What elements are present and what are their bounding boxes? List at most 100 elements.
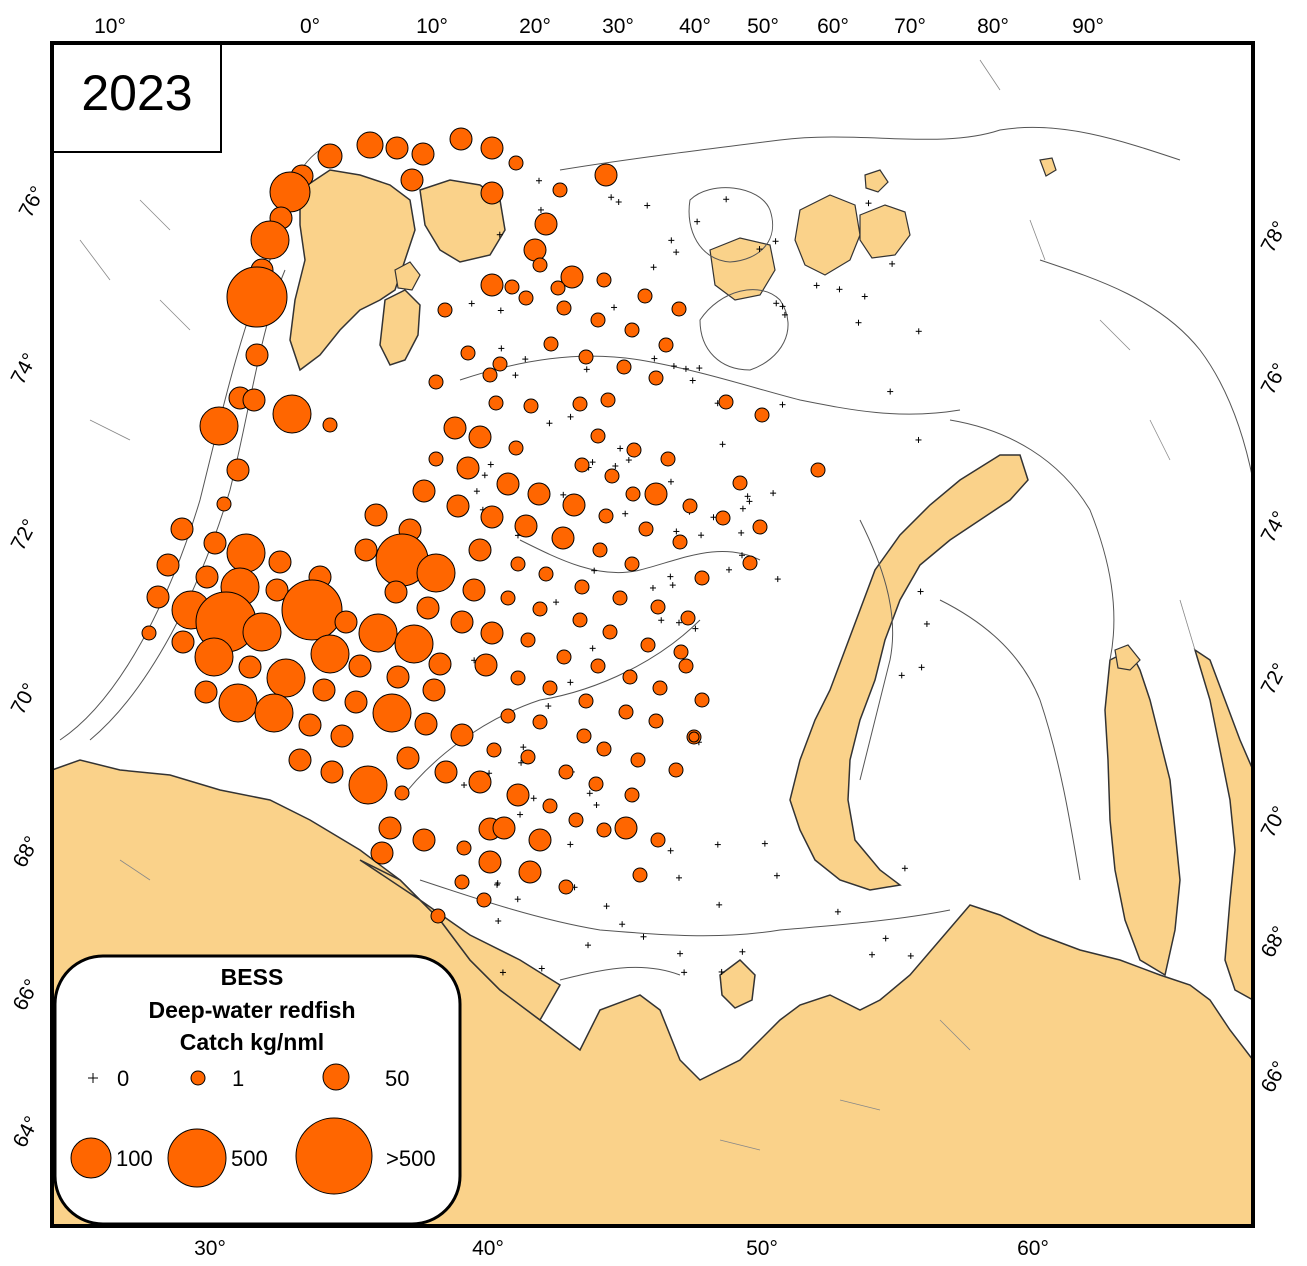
catch-station-marker	[412, 828, 436, 852]
land-franz-josef-5	[1039, 157, 1057, 177]
catch-station-marker	[242, 612, 282, 652]
catch-station-marker	[449, 127, 473, 151]
left-lat-label: 72°	[7, 516, 42, 555]
land-franz-josef-3	[859, 204, 911, 259]
catch-station-marker	[269, 171, 311, 213]
land-franz-josef-4	[864, 169, 889, 193]
catch-station-marker	[330, 724, 354, 748]
catch-station-marker	[468, 770, 492, 794]
catch-station-marker	[480, 136, 504, 160]
catch-station-marker	[596, 741, 612, 757]
catch-station-marker	[568, 812, 584, 828]
catch-stations	[141, 127, 826, 924]
legend-class-label: 100	[116, 1146, 153, 1171]
catch-station-marker	[552, 182, 568, 198]
land-kolguev-island	[719, 959, 756, 1009]
catch-station-marker	[644, 482, 668, 506]
catch-station-marker	[542, 680, 558, 696]
top-lon-label: 10°	[94, 15, 126, 38]
catch-station-marker	[254, 693, 294, 733]
legend-title-line3: Catch kg/nml	[180, 1029, 324, 1055]
legend-class-gt500: >500	[295, 1117, 436, 1195]
left-lat-label: 68°	[9, 833, 44, 872]
catch-station-marker	[532, 714, 548, 730]
catch-station-marker	[542, 798, 558, 814]
land-novaya-zemlya	[789, 454, 1029, 891]
catch-station-marker	[678, 658, 694, 674]
left-lat-label: 74°	[7, 350, 42, 389]
catch-station-marker	[648, 370, 664, 386]
bottom-lon-label: 40°	[472, 1237, 504, 1260]
catch-station-marker	[520, 749, 536, 765]
catch-station-marker	[527, 482, 551, 506]
catch-station-marker	[434, 760, 458, 784]
catch-station-marker	[496, 472, 520, 496]
bottom-lon-label: 50°	[746, 1237, 778, 1260]
catch-station-marker	[718, 394, 734, 410]
catch-station-marker	[590, 658, 606, 674]
catch-station-marker	[682, 498, 698, 514]
right-latitude-labels: 78° 76° 74° 72° 70° 68° 66°	[1257, 218, 1292, 1097]
map-frame	[50, 41, 1255, 1228]
catch-station-marker	[668, 762, 684, 778]
catch-station-marker	[310, 634, 350, 674]
catch-station-marker	[450, 610, 474, 634]
catch-station-marker	[810, 462, 826, 478]
right-lat-label: 72°	[1257, 660, 1292, 699]
catch-station-marker	[576, 728, 592, 744]
top-lon-label: 70°	[894, 15, 926, 38]
catch-station-marker	[456, 456, 480, 480]
top-lon-label: 10°	[416, 15, 448, 38]
catch-station-marker	[500, 590, 516, 606]
catch-station-marker	[523, 398, 539, 414]
catch-station-marker	[630, 752, 646, 768]
catch-station-marker	[386, 665, 410, 689]
legend-class-50: 50	[322, 1063, 409, 1091]
catch-station-marker	[348, 765, 388, 805]
land-spitsbergen	[289, 169, 416, 372]
catch-station-marker	[624, 556, 640, 572]
catch-station-marker	[492, 356, 508, 372]
catch-station-marker	[694, 692, 710, 708]
catch-station-marker	[658, 337, 674, 353]
catch-station-marker	[414, 712, 438, 736]
catch-station-marker	[590, 312, 606, 328]
catch-station-marker	[528, 828, 552, 852]
catch-station-marker	[462, 578, 486, 602]
catch-station-marker	[216, 496, 232, 512]
catch-station-marker	[680, 610, 696, 626]
catch-station-marker	[520, 632, 536, 648]
catch-station-marker	[370, 841, 394, 865]
catch-station-marker	[199, 406, 239, 446]
catch-station-marker	[510, 670, 526, 686]
catch-station-marker	[312, 678, 336, 702]
catch-station-marker	[671, 301, 687, 317]
catch-station-marker	[578, 349, 594, 365]
right-lat-label: 78°	[1257, 218, 1292, 257]
top-lon-label: 20°	[519, 15, 551, 38]
catch-station-marker	[378, 816, 402, 840]
legend-class-label: 0	[117, 1066, 129, 1091]
catch-station-marker	[550, 280, 566, 296]
catch-station-marker	[602, 624, 618, 640]
catch-station-marker	[562, 493, 586, 517]
catch-station-marker	[396, 746, 420, 770]
catch-station-marker	[242, 388, 266, 412]
catch-station-marker	[456, 840, 472, 856]
catch-station-marker	[616, 359, 632, 375]
catch-station-marker	[195, 565, 219, 589]
catch-station-marker	[156, 553, 180, 577]
catch-station-marker	[754, 407, 770, 423]
catch-station-marker	[450, 723, 474, 747]
catch-station-marker	[194, 637, 234, 677]
year-box	[52, 43, 222, 153]
catch-station-marker	[226, 458, 250, 482]
catch-station-marker	[146, 585, 170, 609]
land-gydan	[1193, 648, 1254, 1002]
catch-station-marker	[488, 395, 504, 411]
catch-station-marker	[486, 742, 502, 758]
catch-station-marker	[394, 785, 410, 801]
catch-station-marker	[504, 279, 520, 295]
zero-catch-stations	[460, 177, 930, 976]
